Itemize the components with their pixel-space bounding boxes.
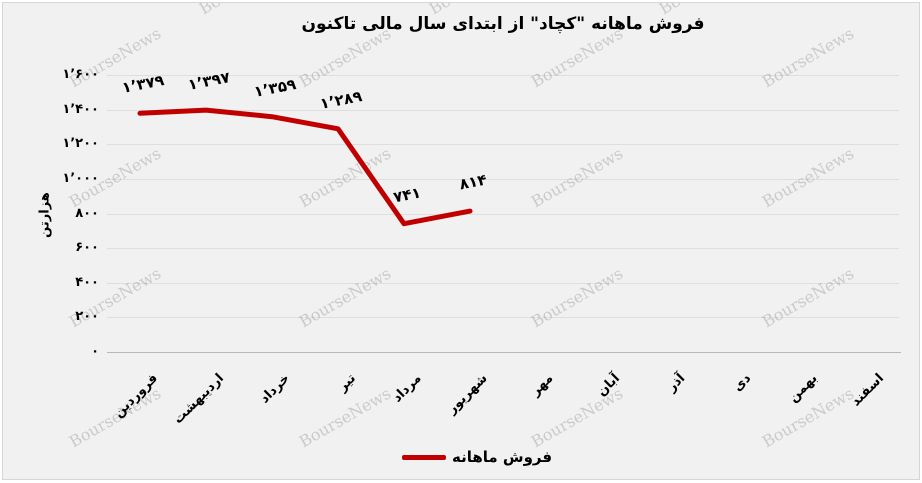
x-category-label: اردیبهشت [170,371,227,428]
y-tick-label: ۴۰۰ [75,274,99,290]
gridline [107,282,899,284]
y-tick-label: ۰ [91,344,99,359]
x-category-label: مهر [528,371,557,400]
gridline [107,248,899,250]
y-tick-label: ۱٬۶۰۰ [62,67,99,82]
watermark-text: BourseNews [65,383,165,452]
y-tick-label: ۱٬۲۰۰ [62,136,99,152]
x-category-label: آبان [594,371,623,400]
x-category-label: مرداد [390,371,425,406]
y-tick-label: ۸۰۰ [75,205,99,221]
legend: فروش ماهانه [402,446,552,468]
x-axis-line [107,352,901,353]
x-category-label: شهریور [444,371,491,417]
x-category-label: تیر [335,371,359,395]
legend-line-marker [402,454,446,460]
chart-title: فروش ماهانه "کچاد" از ابتدای سال مالی تا… [301,14,705,34]
x-category-label: اسفند [848,371,887,410]
gridline [107,109,899,111]
gridline [107,178,899,180]
y-tick-label: ۶۰۰ [75,240,99,256]
x-category-label: بهمن [786,371,821,406]
x-category-label: آذر [664,371,689,395]
x-category-label: خرداد [257,371,293,407]
x-category-label: فروردین [110,371,161,421]
x-category-label: دی [730,371,755,395]
gridline [107,144,899,146]
y-tick-label: ۱٬۰۰۰ [62,170,99,186]
gridline [107,317,899,319]
plot-area [107,75,899,352]
y-tick-label: ۱٬۴۰۰ [62,101,99,117]
gridline [107,75,899,76]
y-tick-label: ۲۰۰ [75,309,99,325]
gridline [107,213,899,215]
legend-label: فروش ماهانه [452,448,553,466]
